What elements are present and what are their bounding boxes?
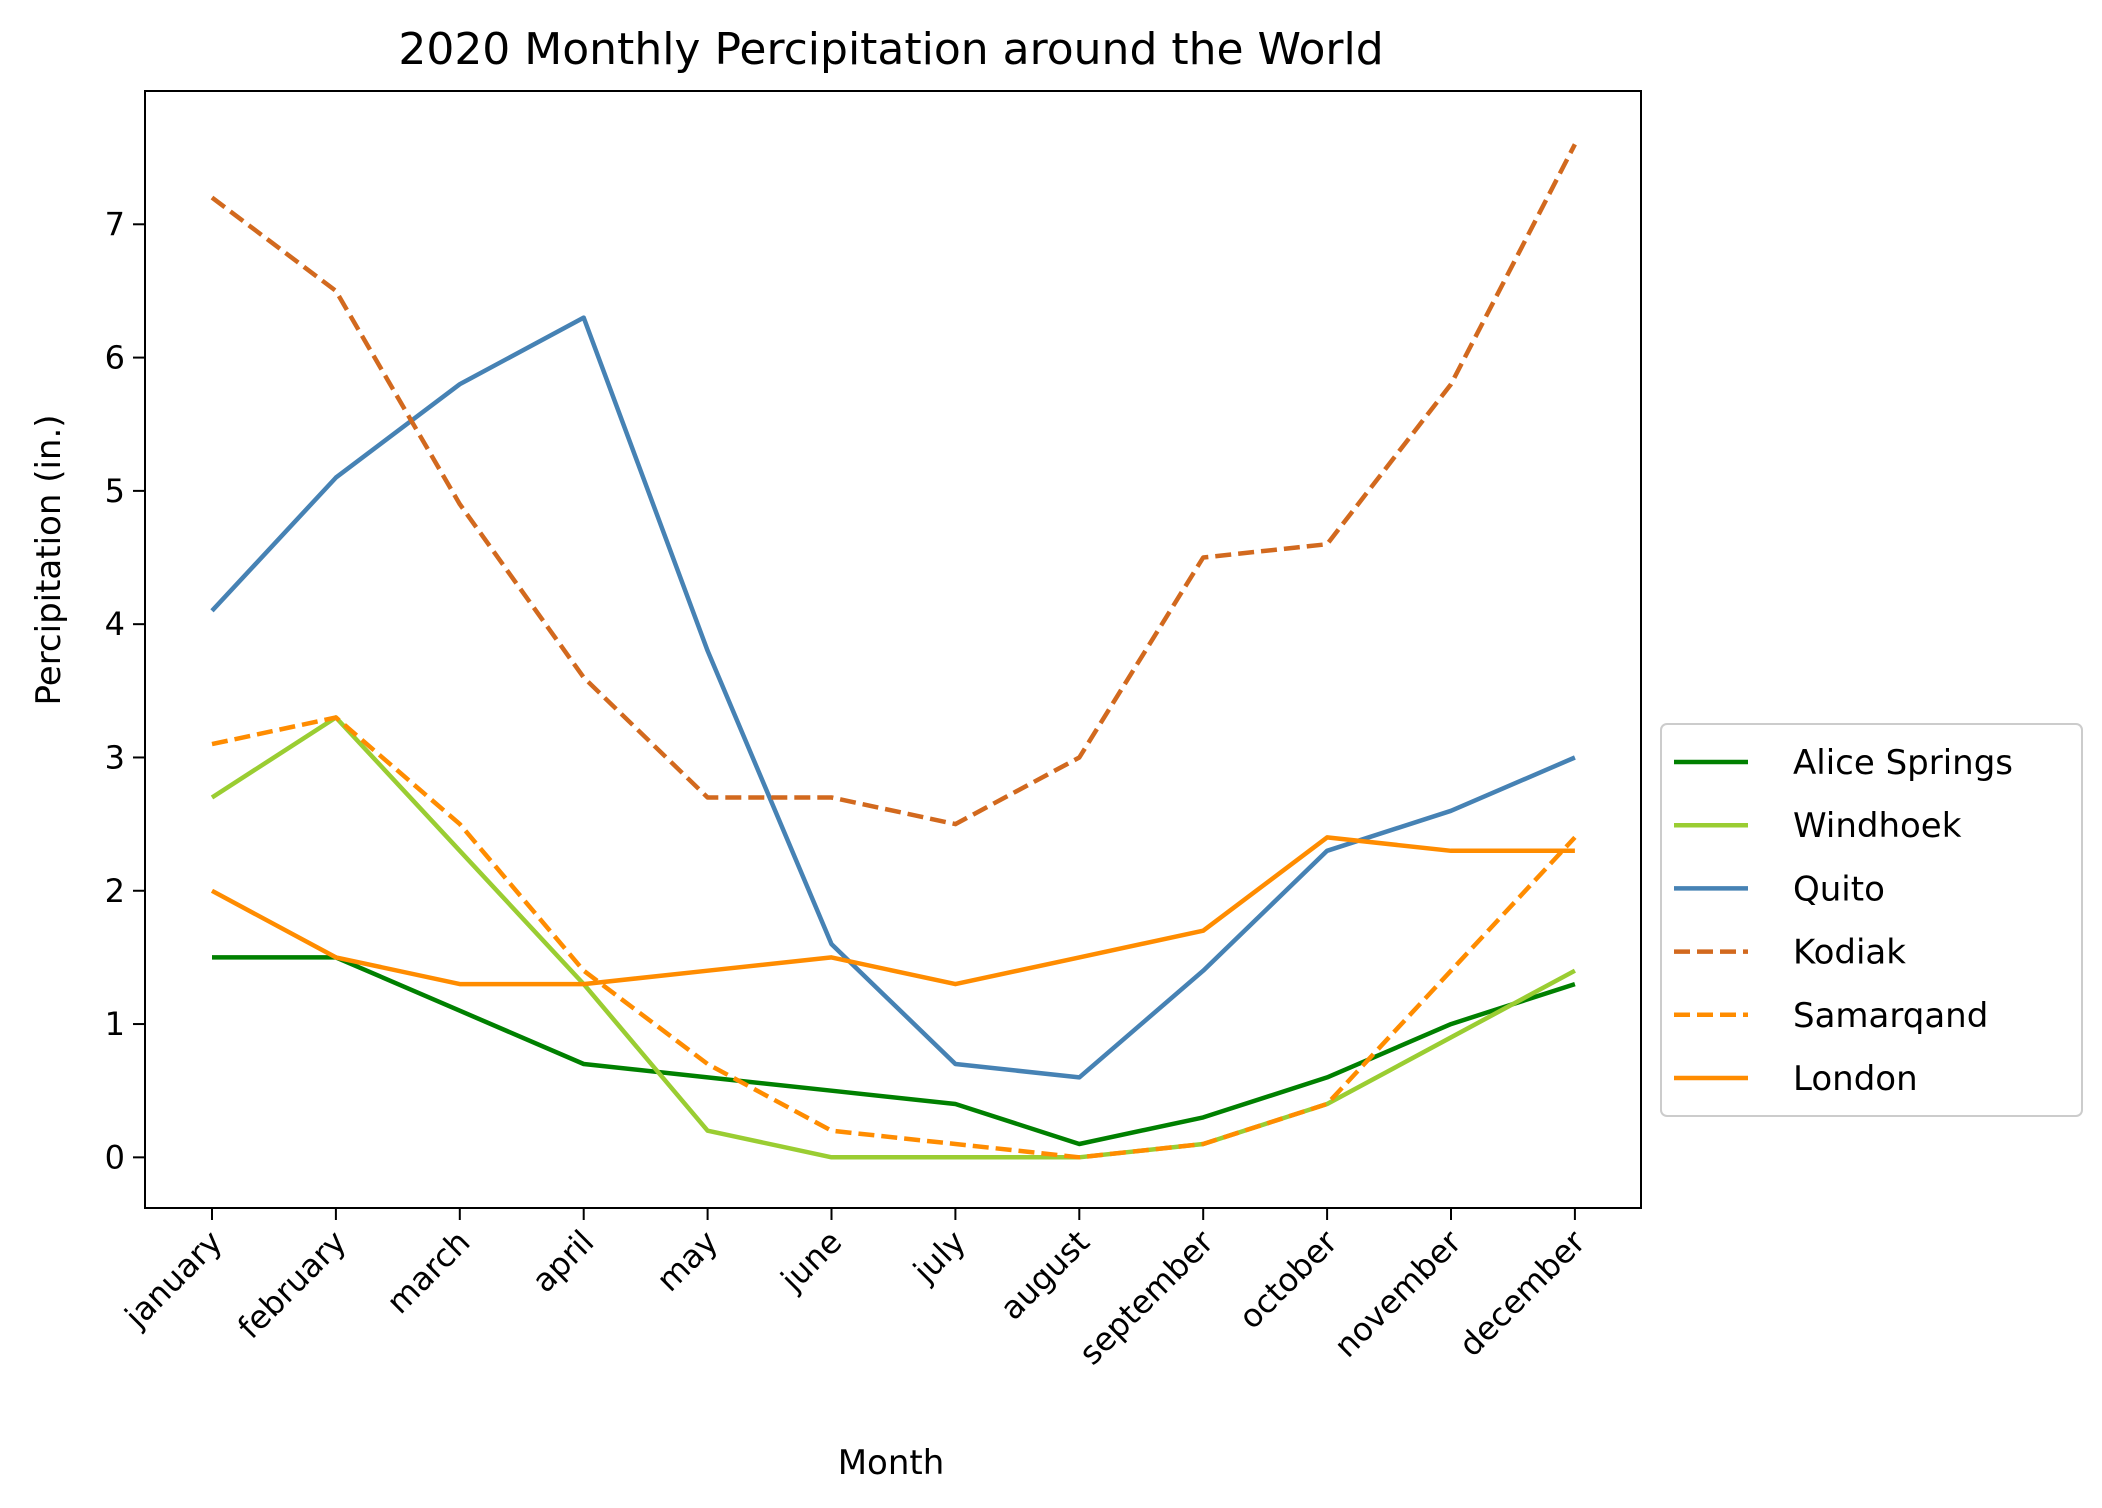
legend-label-london: London <box>1793 1059 1918 1099</box>
legend-label-samarqand: Samarqand <box>1793 996 1988 1036</box>
x-axis-label: Month <box>838 1443 945 1483</box>
chart-title: 2020 Monthly Percipitation around the Wo… <box>398 24 1383 75</box>
legend-label-quito: Quito <box>1793 869 1885 909</box>
y-tick-label: 0 <box>105 1138 125 1176</box>
series-line-london <box>210 835 1575 987</box>
y-tick-label: 5 <box>105 472 125 510</box>
y-tick-label: 7 <box>105 205 125 243</box>
series-line-windhoek <box>210 715 1576 1160</box>
series-line-samarqand <box>211 715 1577 1160</box>
legend-label-windhoek: Windhoek <box>1793 806 1962 846</box>
y-tick-label: 3 <box>105 738 125 776</box>
plot-area <box>210 143 1577 1160</box>
y-tick-label: 4 <box>105 605 125 643</box>
legend: Alice Springs Windhoek Quito Kodiak Samarqan… <box>1660 723 2083 1117</box>
series-line-quito <box>210 315 1576 1080</box>
series-line-alice-springs <box>212 955 1576 1147</box>
y-tick-label: 6 <box>105 339 125 377</box>
y-tick-label: 2 <box>105 872 125 910</box>
plot-frame <box>144 90 1642 1209</box>
y-axis-label: Percipitation (in.) <box>29 414 69 705</box>
y-tick-label: 1 <box>105 1005 125 1043</box>
legend-label-kodiak: Kodiak <box>1793 933 1906 973</box>
series-line-kodiak <box>210 143 1577 827</box>
legend-box <box>1660 723 2083 1117</box>
legend-label-alice-springs: Alice Springs <box>1793 743 2013 783</box>
